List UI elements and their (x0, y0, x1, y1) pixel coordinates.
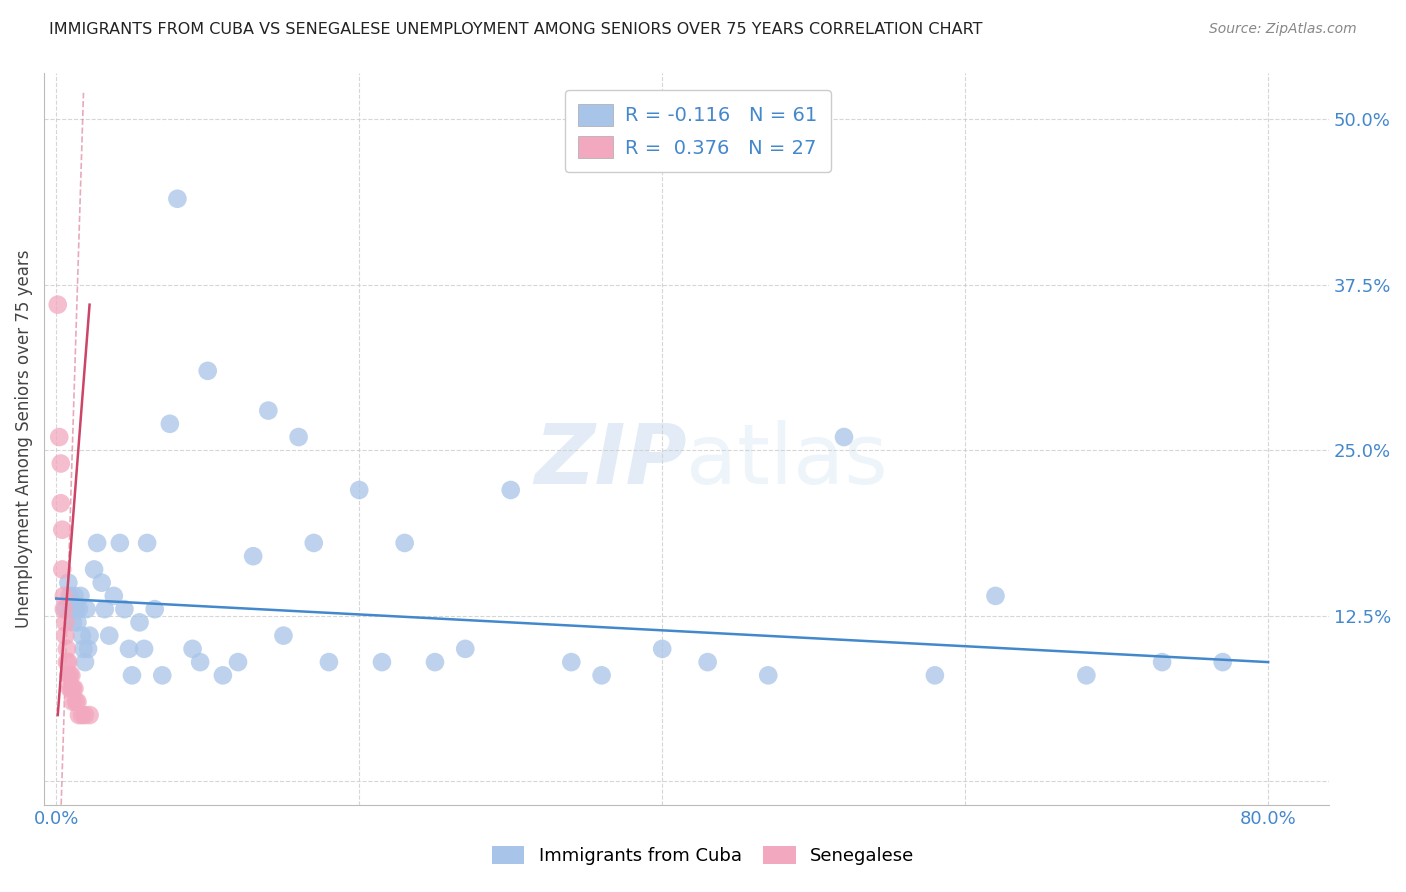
Point (67, 602, 90, 616)
Point (56, 655, 79, 669)
Legend: R = -0.116   N = 61, R =  0.376   N = 27: R = -0.116 N = 61, R = 0.376 N = 27 (565, 90, 831, 172)
Point (59, 681, 82, 696)
Legend: Immigrants from Cuba, Senegalese: Immigrants from Cuba, Senegalese (485, 838, 921, 872)
Point (287, 430, 309, 444)
Point (51, 523, 73, 537)
Point (73, 708, 96, 723)
Point (76, 602, 98, 616)
Point (70, 629, 93, 643)
Point (58, 668, 80, 682)
Point (159, 417, 181, 431)
Point (65, 695, 87, 709)
Point (121, 668, 143, 682)
Point (66, 695, 89, 709)
Point (302, 536, 325, 550)
Point (423, 655, 446, 669)
Point (143, 602, 166, 616)
Point (58, 575, 80, 590)
Point (984, 589, 1007, 603)
Point (128, 615, 150, 630)
Point (93, 602, 115, 616)
Point (90, 575, 112, 590)
Point (52, 589, 75, 603)
Point (318, 655, 340, 669)
Point (212, 668, 235, 682)
Point (56, 641, 79, 656)
Point (67, 708, 90, 723)
Point (591, 668, 613, 682)
Point (499, 483, 522, 497)
Point (72, 641, 94, 656)
Point (63, 681, 86, 696)
Point (53, 629, 76, 643)
Point (756, 668, 779, 682)
Point (118, 641, 141, 656)
Point (273, 629, 295, 643)
Point (1212, 655, 1234, 669)
Point (103, 589, 125, 603)
Point (49, 457, 72, 471)
Point (347, 483, 370, 497)
Point (65, 602, 87, 616)
Point (66, 615, 89, 630)
Point (242, 549, 264, 564)
Point (108, 536, 131, 550)
Point (371, 655, 394, 669)
Point (226, 655, 249, 669)
Point (188, 655, 211, 669)
Point (136, 536, 159, 550)
Text: IMMIGRANTS FROM CUBA VS SENEGALESE UNEMPLOYMENT AMONG SENIORS OVER 75 YEARS CORR: IMMIGRANTS FROM CUBA VS SENEGALESE UNEMP… (49, 22, 983, 37)
Point (53, 615, 76, 630)
Point (150, 668, 173, 682)
Point (651, 641, 673, 656)
Point (181, 641, 204, 656)
Point (62, 681, 84, 696)
Point (60, 602, 83, 616)
Point (49, 496, 72, 510)
Point (79, 629, 101, 643)
Point (77, 641, 100, 656)
Text: atlas: atlas (686, 420, 889, 501)
Y-axis label: Unemployment Among Seniors over 75 years: Unemployment Among Seniors over 75 years (15, 250, 32, 628)
Point (560, 655, 582, 669)
Point (79, 708, 101, 723)
Point (197, 364, 219, 378)
Point (924, 668, 946, 682)
Point (98, 629, 121, 643)
Point (60, 681, 83, 696)
Point (46, 298, 69, 312)
Text: ZIP: ZIP (534, 420, 686, 501)
Point (59, 668, 82, 682)
Point (63, 589, 86, 603)
Point (166, 192, 188, 206)
Point (696, 655, 718, 669)
Point (112, 602, 135, 616)
Point (1076, 668, 1098, 682)
Point (69, 589, 91, 603)
Text: Source: ZipAtlas.com: Source: ZipAtlas.com (1209, 22, 1357, 37)
Point (51, 562, 73, 576)
Point (59, 589, 82, 603)
Point (832, 430, 855, 444)
Point (83, 562, 105, 576)
Point (53, 602, 76, 616)
Point (58, 655, 80, 669)
Point (48, 430, 70, 444)
Point (1152, 655, 1174, 669)
Point (86, 536, 108, 550)
Point (62, 695, 84, 709)
Point (132, 641, 155, 656)
Point (62, 615, 84, 630)
Point (394, 536, 416, 550)
Point (257, 403, 280, 417)
Point (454, 641, 477, 656)
Point (70, 708, 93, 723)
Point (73, 655, 96, 669)
Point (60, 668, 83, 682)
Point (52, 602, 75, 616)
